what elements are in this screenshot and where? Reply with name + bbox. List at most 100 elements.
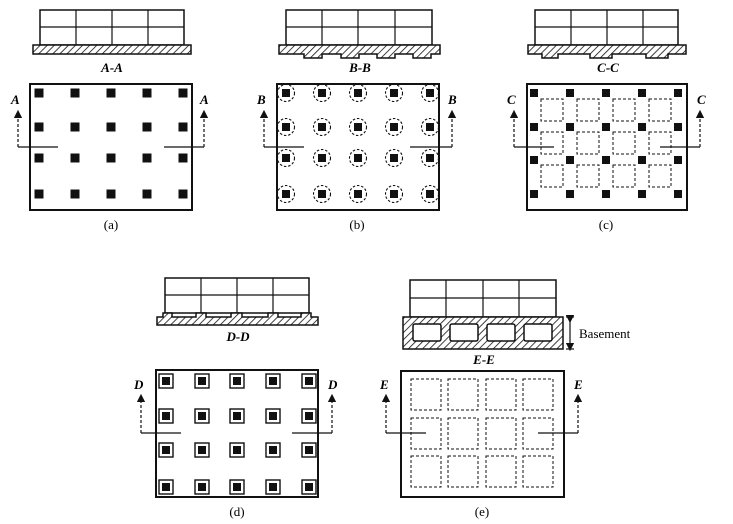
column-b-3-2 <box>354 190 362 198</box>
column-c-1-1 <box>566 123 574 131</box>
pile-cap-b-0-3 <box>384 83 404 103</box>
pile-cap-b-2-4 <box>420 148 440 168</box>
panel-c-2-3 <box>648 164 672 188</box>
column-c-1-4 <box>674 123 682 131</box>
panel-c-0-3 <box>648 98 672 122</box>
panel-e: Basement E-E E E (e) <box>379 279 631 519</box>
column-a-3-1 <box>70 189 80 199</box>
cut-letter-d-left: D <box>133 377 144 392</box>
column-b-1-1 <box>318 123 326 131</box>
pile-cap-b-3-3 <box>384 184 404 204</box>
column-grid-d <box>158 373 317 495</box>
cut-letter-c-left: C <box>507 92 516 107</box>
cut-letter-a-right: A <box>199 92 209 107</box>
column-d-0-3 <box>269 377 277 385</box>
column-c-2-0 <box>530 156 538 164</box>
pile-cap-b-3-4 <box>420 184 440 204</box>
panel-c-1-3 <box>648 131 672 155</box>
column-b-2-3 <box>390 154 398 162</box>
section-label-c: C-C <box>597 60 619 75</box>
column-c-1-2 <box>602 123 610 131</box>
column-d-3-1 <box>198 483 206 491</box>
building-elevation-a <box>39 9 185 46</box>
cell-e-2-2 <box>485 455 517 488</box>
column-a-1-4 <box>178 122 188 132</box>
column-d-2-4 <box>305 446 313 454</box>
pile-cap-b-1-4 <box>420 117 440 137</box>
column-c-1-0 <box>530 123 538 131</box>
column-b-0-2 <box>354 89 362 97</box>
pile-cap-b-0-0 <box>276 83 296 103</box>
column-c-3-3 <box>638 190 646 198</box>
cellular-basement-raft-e <box>402 316 564 350</box>
panel-c-0-2 <box>612 98 636 122</box>
column-a-2-0 <box>34 153 44 163</box>
column-c-3-4 <box>674 190 682 198</box>
caption-b: (b) <box>349 217 364 232</box>
column-d-2-0 <box>162 446 170 454</box>
panel-c-1-0 <box>540 131 564 155</box>
column-a-2-4 <box>178 153 188 163</box>
column-d-1-0 <box>162 412 170 420</box>
plan-outline-e <box>400 370 565 498</box>
column-c-0-1 <box>566 89 574 97</box>
cell-e-2-1 <box>447 455 479 488</box>
column-a-2-2 <box>106 153 116 163</box>
column-c-2-4 <box>674 156 682 164</box>
footing-slab-with-pads-b <box>278 44 441 59</box>
cell-e-2-3 <box>522 455 554 488</box>
column-a-0-1 <box>70 88 80 98</box>
column-b-2-2 <box>354 154 362 162</box>
column-d-1-3 <box>269 412 277 420</box>
column-a-3-0 <box>34 189 44 199</box>
pile-cap-b-3-1 <box>312 184 332 204</box>
column-c-0-3 <box>638 89 646 97</box>
basement-dimension-line <box>565 314 575 352</box>
panel-c-2-2 <box>612 164 636 188</box>
column-d-1-4 <box>305 412 313 420</box>
column-a-2-3 <box>142 153 152 163</box>
cut-letter-b-left: B <box>256 92 266 107</box>
panel-c-0-0 <box>540 98 564 122</box>
column-b-2-4 <box>426 154 434 162</box>
column-d-3-2 <box>233 483 241 491</box>
column-b-2-0 <box>282 154 290 162</box>
building-elevation-b <box>285 9 433 46</box>
panel-c-2-0 <box>540 164 564 188</box>
column-c-2-1 <box>566 156 574 164</box>
section-cut-marker-b <box>259 109 457 148</box>
cell-e-0-2 <box>485 378 517 411</box>
dashed-panels-c <box>540 98 672 188</box>
panel-d: D-D D D (d) <box>133 277 338 519</box>
cell-e-1-2 <box>485 417 517 450</box>
dashed-cells-e <box>410 378 554 488</box>
column-a-1-1 <box>70 122 80 132</box>
column-a-3-2 <box>106 189 116 199</box>
column-b-0-0 <box>282 89 290 97</box>
column-a-3-4 <box>178 189 188 199</box>
cut-letter-e-right: E <box>573 377 583 392</box>
column-d-2-3 <box>269 446 277 454</box>
column-a-0-0 <box>34 88 44 98</box>
cell-e-1-1 <box>447 417 479 450</box>
column-d-2-1 <box>198 446 206 454</box>
column-a-3-3 <box>142 189 152 199</box>
mat-with-pedestals-d <box>156 312 319 326</box>
plan-outline-d <box>155 369 319 498</box>
column-c-2-3 <box>638 156 646 164</box>
cut-letter-b-right: B <box>447 92 457 107</box>
column-c-0-2 <box>602 89 610 97</box>
column-c-3-0 <box>530 190 538 198</box>
column-d-1-1 <box>198 412 206 420</box>
pile-cap-b-0-1 <box>312 83 332 103</box>
cell-e-2-0 <box>410 455 442 488</box>
caption-c: (c) <box>599 217 613 232</box>
cell-e-0-0 <box>410 378 442 411</box>
section-cut-marker-a <box>13 109 209 148</box>
column-a-1-2 <box>106 122 116 132</box>
column-d-3-3 <box>269 483 277 491</box>
basement-label: Basement <box>579 326 631 341</box>
panel-a: A-A A A (a) <box>10 9 209 232</box>
pile-cap-b-1-3 <box>384 117 404 137</box>
spread-footing-slab-a <box>32 44 192 55</box>
